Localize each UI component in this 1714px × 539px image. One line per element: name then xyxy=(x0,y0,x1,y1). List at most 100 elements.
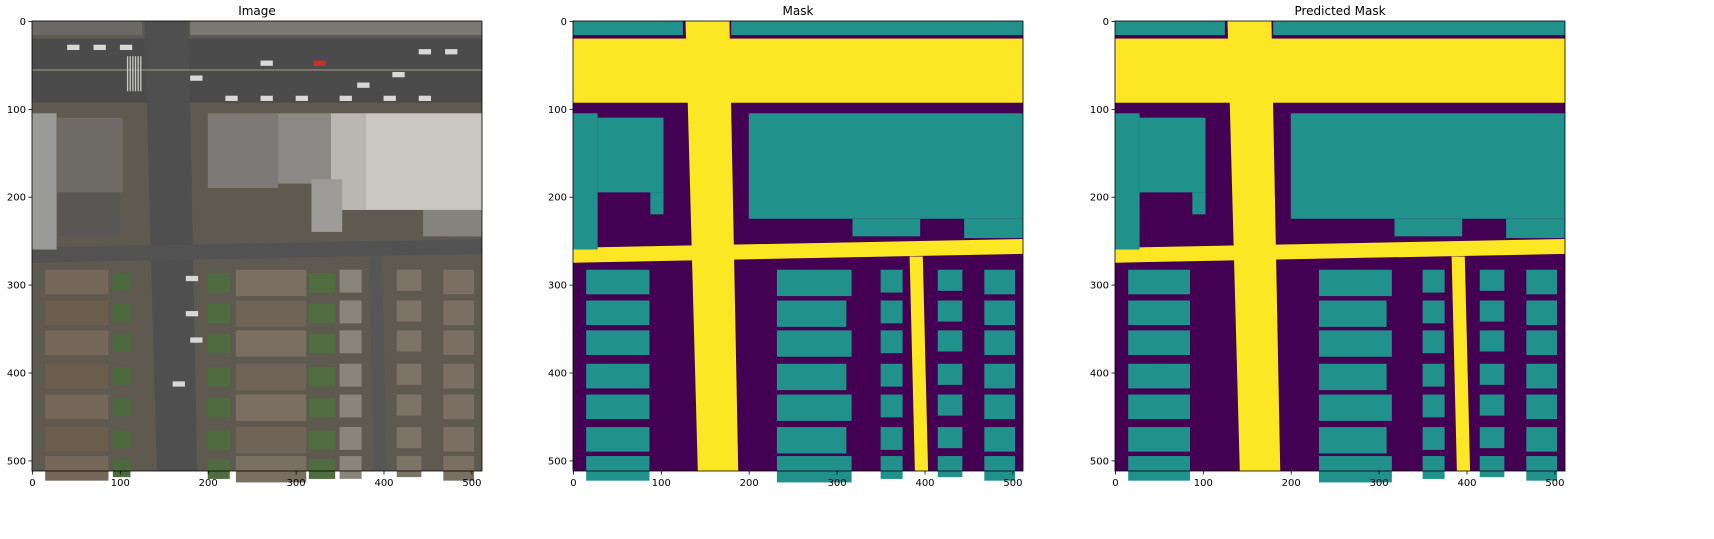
building xyxy=(1422,269,1445,293)
y-tick-label: 400 xyxy=(1090,369,1109,380)
photo-crosswalk xyxy=(140,56,142,92)
photo-house xyxy=(443,363,475,389)
ground-truth-mask xyxy=(573,21,1023,483)
building xyxy=(586,394,650,420)
photo-road xyxy=(32,238,482,263)
photo-house xyxy=(396,427,422,449)
building xyxy=(1318,427,1387,454)
building xyxy=(984,394,1016,420)
building xyxy=(586,363,650,389)
x-tick-label: 0 xyxy=(570,478,576,489)
y-tick-label: 300 xyxy=(548,281,567,292)
photo-roof xyxy=(311,179,343,232)
building xyxy=(1192,192,1206,215)
y-tick-label: 300 xyxy=(1090,281,1109,292)
photo-house xyxy=(396,394,422,416)
y-tick-label: 100 xyxy=(7,105,26,116)
photo-house xyxy=(396,363,422,385)
building xyxy=(776,427,847,454)
photo-roof xyxy=(207,113,279,188)
x-tick-label: 400 xyxy=(374,478,393,489)
road xyxy=(1115,238,1565,263)
building xyxy=(880,363,903,387)
panel-mask: Mask 0 0 100 100 200 200 300 300 400 400 500 500 xyxy=(548,4,1024,489)
photo-car xyxy=(392,71,405,78)
photo-lawn xyxy=(207,367,230,387)
photo-lawn xyxy=(112,430,131,449)
photo-lawn xyxy=(308,333,336,354)
photo-house xyxy=(396,456,422,478)
building xyxy=(748,113,1023,219)
building xyxy=(984,269,1016,295)
building xyxy=(1422,363,1445,387)
building xyxy=(1422,456,1445,479)
photo-roof xyxy=(423,209,482,237)
photo-house xyxy=(235,363,307,391)
building xyxy=(776,300,847,327)
photo-roof xyxy=(365,113,482,210)
photo-house xyxy=(443,394,475,420)
x-tick-label: 500 xyxy=(1003,478,1022,489)
photo-house xyxy=(45,269,109,295)
y-tick-label: 400 xyxy=(7,369,26,380)
building xyxy=(937,363,963,385)
photo-car xyxy=(260,60,273,66)
building xyxy=(1479,394,1505,416)
y-tick-label: 500 xyxy=(7,456,26,467)
photo-lawn xyxy=(112,273,131,291)
photo-lawn xyxy=(112,333,131,352)
axes-frame xyxy=(1114,20,1566,472)
x-tick-label: 300 xyxy=(828,478,847,489)
building xyxy=(586,300,650,326)
photo-house xyxy=(396,269,422,291)
building xyxy=(1526,330,1558,355)
photo-crosswalk xyxy=(129,56,131,92)
photo-lawn xyxy=(308,367,336,387)
building xyxy=(1115,21,1225,36)
photo-roof xyxy=(278,113,331,184)
photo-car xyxy=(190,337,203,343)
y-tick-label: 200 xyxy=(1090,193,1109,204)
photo-lawn xyxy=(207,430,230,450)
x-tick-label: 100 xyxy=(1194,478,1213,489)
photo-roof xyxy=(190,21,482,36)
photo-lawn xyxy=(308,398,336,418)
y-tick-label: 0 xyxy=(1103,17,1109,28)
building xyxy=(1506,218,1565,239)
photo-car xyxy=(295,95,308,101)
building xyxy=(937,456,963,478)
y-tick-label: 500 xyxy=(548,456,567,467)
building xyxy=(984,330,1016,355)
photo-car xyxy=(339,95,352,101)
photo-lawn xyxy=(308,304,336,324)
photo-house xyxy=(235,456,307,483)
building xyxy=(1318,363,1387,391)
photo-roof xyxy=(32,21,142,36)
photo-car xyxy=(67,44,80,51)
panel-title: Mask xyxy=(783,4,814,18)
y-tick-label: 200 xyxy=(548,193,567,204)
photo-house xyxy=(45,456,109,481)
building xyxy=(1128,363,1191,389)
photo-lane-marking xyxy=(32,69,482,71)
building xyxy=(586,269,650,295)
building xyxy=(852,218,921,237)
photo-house xyxy=(235,269,307,297)
x-tick-label: 500 xyxy=(462,478,481,489)
building xyxy=(1479,363,1505,385)
photo-crosswalk xyxy=(134,56,137,92)
photo-car xyxy=(418,49,432,55)
building xyxy=(937,269,963,291)
road xyxy=(573,238,1023,263)
photo-lawn xyxy=(207,273,230,293)
building xyxy=(880,330,903,354)
photo-car xyxy=(445,49,458,55)
photo-house xyxy=(339,394,362,418)
y-tick-label: 0 xyxy=(20,17,26,28)
photo-house xyxy=(45,427,109,452)
photo-car xyxy=(185,275,199,282)
building xyxy=(586,427,650,452)
photo-roof xyxy=(56,117,123,193)
building xyxy=(1128,427,1191,452)
